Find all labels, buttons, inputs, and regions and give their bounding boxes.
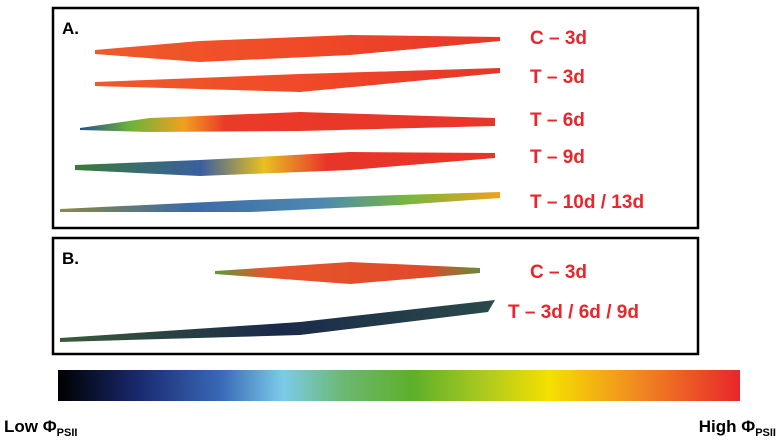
leaf-label: T – 9d xyxy=(530,147,585,168)
leaf-label: T – 3d / 6d / 9d xyxy=(508,302,639,323)
leaf-image xyxy=(215,262,480,284)
page: A. B. C – 3d T – 3d T – 6d T – 9d T – 10… xyxy=(0,0,779,445)
label-subscript: PSII xyxy=(57,427,78,439)
leaf-label: C – 3d xyxy=(530,262,587,283)
label-subscript: PSII xyxy=(755,427,776,439)
colorbar-high-label: High ΦPSII xyxy=(699,417,776,439)
leaf-image xyxy=(95,68,500,92)
leaf-image xyxy=(80,112,495,132)
panel-label: A. xyxy=(62,19,79,38)
leaf-image xyxy=(60,192,500,212)
leaf-image xyxy=(75,152,495,176)
leaf-label: T – 3d xyxy=(530,67,585,88)
leaf-image xyxy=(95,35,500,62)
figure: A. B. C – 3d T – 3d T – 6d T – 9d T – 10… xyxy=(0,0,779,445)
leaf-label: T – 6d xyxy=(530,110,585,131)
leaf-label: T – 10d / 13d xyxy=(530,192,644,213)
leaf-image xyxy=(60,300,495,342)
colorbar-low-label: Low ΦPSII xyxy=(4,417,77,439)
leaf-label: C – 3d xyxy=(530,28,587,49)
colorbar xyxy=(58,370,740,401)
label-text: High Φ xyxy=(699,417,755,436)
label-text: Low Φ xyxy=(4,417,57,436)
panel-label: B. xyxy=(62,249,79,268)
